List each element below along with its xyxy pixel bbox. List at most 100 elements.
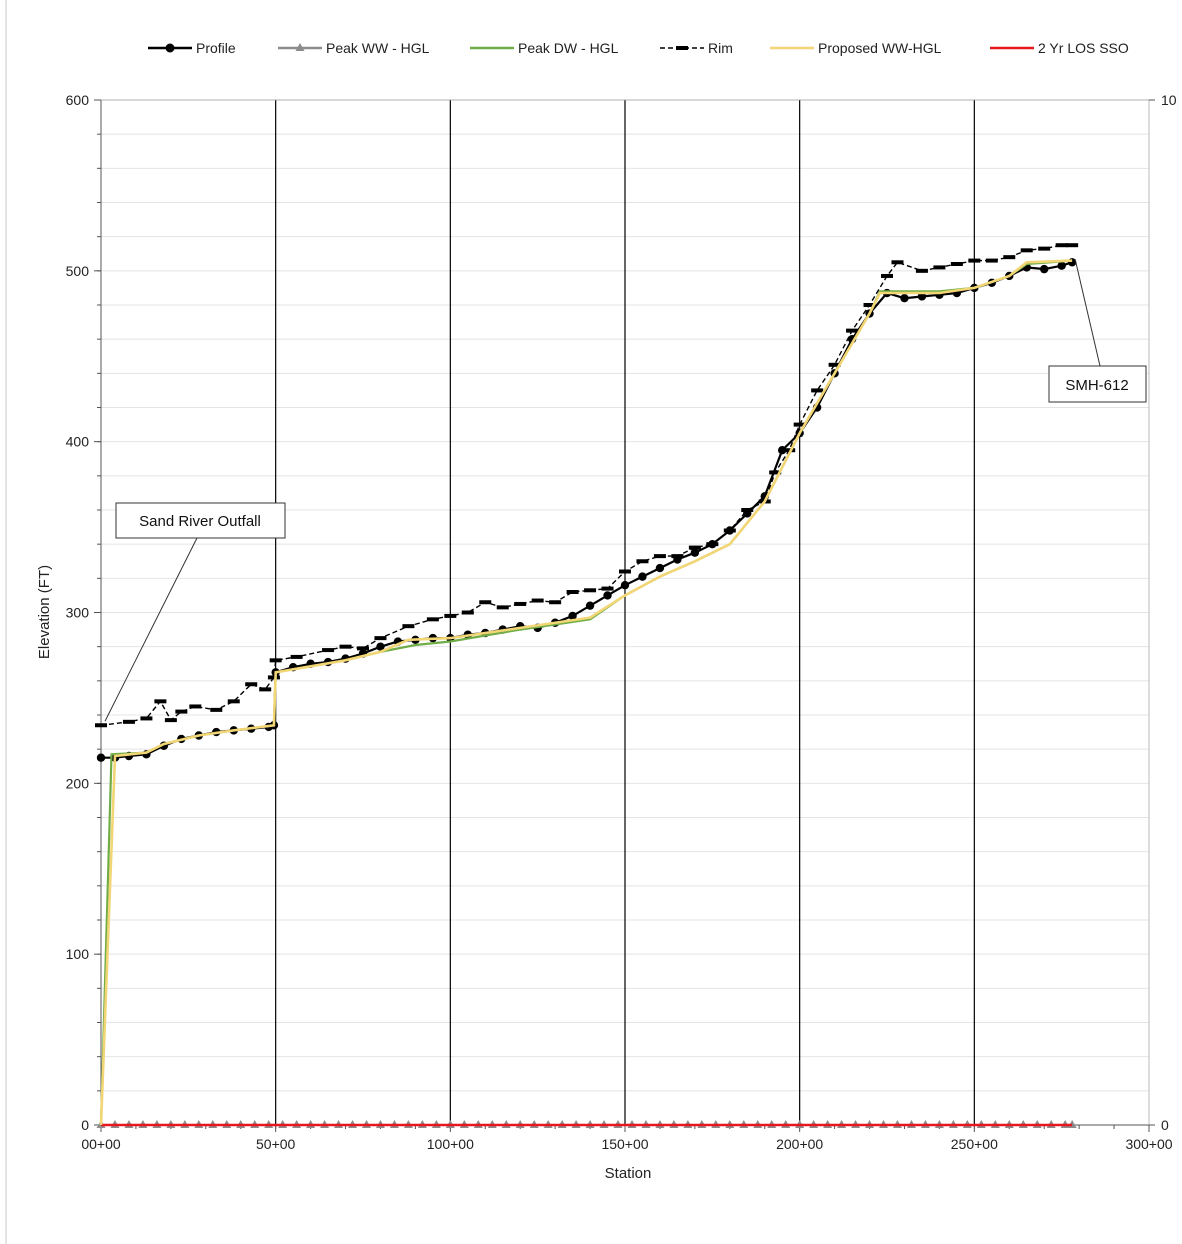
profile-point	[620, 580, 630, 590]
y-tick-label: 600	[66, 92, 90, 108]
rim-point	[950, 262, 963, 266]
series-rim	[95, 243, 1079, 728]
callout-box-smh	[1048, 365, 1147, 403]
series-layer	[95, 243, 1079, 1128]
y-tick-label: 500	[66, 263, 90, 279]
legend-label-2-yr-los-sso: 2 Yr LOS SSO	[1038, 40, 1129, 56]
profile-point	[900, 293, 909, 303]
legend-marker-rim	[676, 46, 688, 50]
profile-point	[690, 548, 700, 557]
legend-marker-peak-ww-hgl	[295, 43, 305, 51]
rim-point	[1020, 248, 1033, 253]
profile-point	[655, 563, 665, 573]
rim-point	[259, 687, 272, 692]
rim-point	[122, 719, 135, 724]
legend-label-peak-dw-hgl: Peak DW - HGL	[518, 40, 619, 56]
rim-point	[985, 258, 998, 263]
legend: Profile Peak WW - HGL Peak DW - HGL Rim Prop…	[148, 40, 1129, 56]
rim-point	[357, 646, 369, 651]
x-tick-label: 150+00	[601, 1136, 648, 1152]
rim-point	[1066, 243, 1079, 248]
x-axis-title: Station	[605, 1165, 652, 1182]
axes: 0 100 200 300 400 500 600 0 10 00+00 50+00 100+00 15…	[66, 92, 1177, 1152]
profile-point	[603, 591, 612, 600]
rim-point	[227, 699, 240, 704]
x-tick-label: 00+00	[81, 1136, 121, 1152]
series-proposed-ww-hgl	[99, 259, 1073, 1126]
rim-point	[891, 260, 904, 265]
rim-point	[479, 600, 492, 605]
legend-label-profile: Profile	[196, 40, 236, 56]
legend-label-peak-ww-hgl: Peak WW - HGL	[326, 40, 430, 56]
legend-item-profile: Profile	[148, 40, 236, 56]
series-line-peak-dw-hgl	[99, 259, 1073, 1126]
rim-point	[1055, 243, 1068, 248]
x-tick-label: 100+00	[427, 1136, 474, 1152]
y-tick-label: 400	[66, 434, 90, 450]
legend-label-proposed-ww-hgl: Proposed WW-HGL	[818, 40, 942, 56]
rim-point	[267, 675, 280, 680]
rim-point	[584, 588, 597, 593]
rim-point	[189, 704, 202, 709]
rim-point	[164, 718, 177, 723]
rim-point	[290, 654, 303, 659]
x-tick-label: 200+00	[776, 1136, 823, 1152]
rim-point	[881, 273, 893, 278]
legend-item-2-yr-los-sso: 2 Yr LOS SSO	[990, 40, 1129, 56]
rim-point	[322, 648, 335, 653]
rim-point	[210, 707, 223, 712]
rim-point	[549, 600, 562, 605]
series-peak-dw-hgl	[99, 259, 1073, 1126]
rim-point	[461, 610, 474, 615]
profile-point	[568, 611, 577, 621]
rim-point	[245, 682, 258, 687]
rim-point	[1038, 246, 1051, 251]
rim-point	[175, 709, 188, 714]
rim-point	[154, 699, 167, 704]
rim-point	[514, 601, 527, 606]
x-tick-label: 300+00	[1125, 1136, 1172, 1152]
rim-point	[566, 590, 579, 594]
rim-point	[688, 545, 701, 550]
rim-point	[1003, 255, 1016, 260]
rim-point	[601, 586, 614, 591]
rim-point	[444, 613, 457, 618]
legend-item-peak-ww-hgl: Peak WW - HGL	[278, 40, 430, 56]
y-tick-label: 300	[66, 605, 90, 621]
callout-label-outfall: Sand River Outfall	[139, 513, 261, 530]
legend-label-rim: Rim	[708, 40, 733, 56]
rim-point	[741, 508, 754, 512]
rim-point	[793, 422, 806, 427]
rim-point	[140, 716, 153, 721]
rim-point	[619, 569, 631, 574]
legend-item-proposed-ww-hgl: Proposed WW-HGL	[770, 40, 942, 56]
rim-point	[968, 258, 981, 263]
annotations: Sand River Outfall SMH-612	[104, 259, 1147, 722]
profile-point	[1040, 264, 1049, 274]
callout-label-smh: SMH-612	[1065, 377, 1128, 394]
callout-box-outfall	[115, 502, 286, 539]
legend-item-peak-dw-hgl: Peak DW - HGL	[470, 40, 619, 56]
profile-point	[376, 642, 385, 651]
rim-point	[828, 362, 841, 367]
rim-point	[653, 554, 666, 559]
rim-point	[846, 328, 859, 333]
rim-point	[636, 559, 649, 564]
rim-point	[671, 554, 684, 559]
series-line-proposed-ww-hgl	[99, 259, 1073, 1126]
x-tick-label: 250+00	[951, 1136, 998, 1152]
legend-marker-profile	[165, 43, 175, 53]
profile-point	[1057, 261, 1066, 270]
profile-point	[638, 572, 647, 581]
rim-point	[339, 644, 352, 649]
rim-point	[723, 528, 736, 533]
legend-item-rim: Rim	[660, 40, 733, 56]
rim-point	[706, 542, 719, 547]
rim-point	[374, 636, 387, 641]
rim-point	[863, 303, 876, 307]
rim-point	[426, 617, 439, 622]
rim-point	[269, 658, 282, 663]
y-tick-label: 200	[66, 775, 90, 791]
rim-point	[496, 605, 509, 610]
